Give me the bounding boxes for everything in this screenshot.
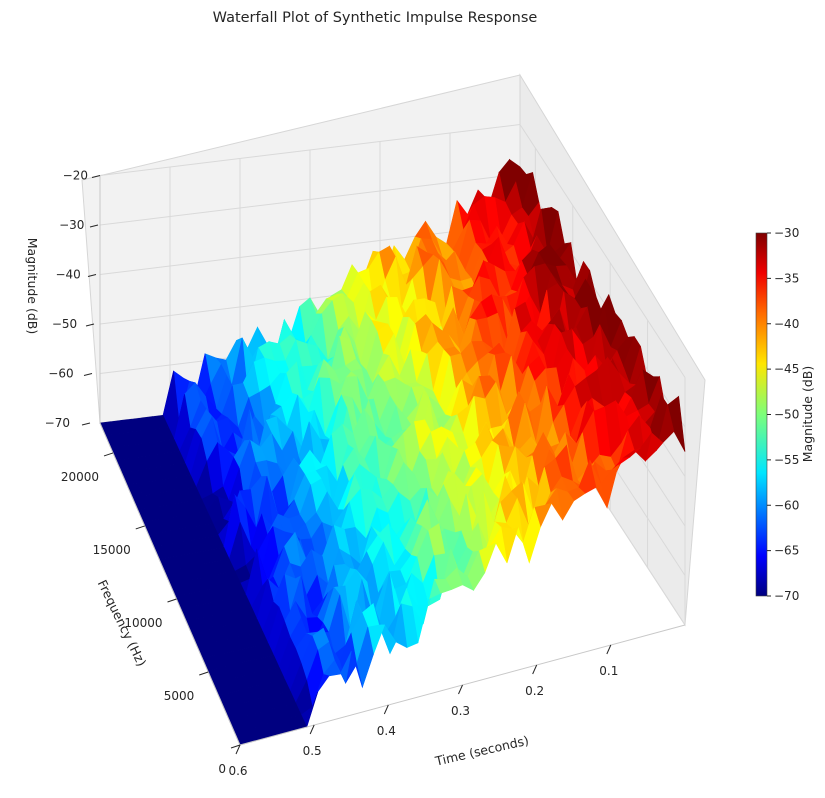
colorbar-tick-label: −45 [774,362,799,376]
axes: 0.1 0.2 0.3 0.4 0.5 0.60 5000 10000 15000 20000 −7… [45,169,686,778]
x-tick-label: 0.3 [451,704,470,718]
z-tick [83,373,93,376]
x-tick-label: 0.1 [599,664,618,678]
z-tick [91,175,101,178]
surface-mesh [99,158,686,746]
chart-title: Waterfall Plot of Synthetic Impulse Resp… [213,10,538,26]
y-tick [167,598,177,603]
colorbar-label: Magnitude (dB) [800,366,815,462]
x-tick [235,744,241,755]
z-tick-label: −20 [63,169,88,183]
y-tick [135,525,145,530]
z-tick [81,422,91,426]
colorbar [755,232,768,597]
colorbar-tick-label: −30 [774,226,799,240]
x-tick [309,724,315,735]
z-tick [87,274,97,277]
y-tick-label: 5000 [164,689,195,703]
x-tick-label: 0.5 [303,744,322,758]
y-tick [230,744,241,749]
z-tick-label: −40 [55,268,80,282]
x-tick [606,644,612,655]
x-tick [532,664,538,675]
z-tick [89,224,99,228]
colorbar-tick-label: −60 [774,498,799,512]
colorbar-tick-label: −35 [774,271,799,285]
z-tick-label: −70 [45,416,70,430]
y-tick-label: 10000 [124,616,162,630]
x-tick-label: 0.4 [377,724,396,738]
z-tick-label: −30 [59,218,84,232]
colorbar-tick-label: −50 [774,408,799,422]
x-tick [458,684,463,695]
y-tick-label: 0 [218,762,226,776]
z-tick-label: −60 [48,367,73,381]
x-tick [383,704,389,715]
y-tick-label: 15000 [93,543,131,557]
z-axis-label: Magnitude (dB) [25,238,40,334]
colorbar-ticks: −70 −65 −60 −55 −50 −45 −40 −35 −30 [767,226,799,603]
colorbar-tick-label: −55 [774,453,799,467]
y-axis-line [99,422,241,746]
x-tick-label: 0.2 [525,684,544,698]
z-tick-label: −50 [52,317,77,331]
x-tick-label: 0.6 [228,764,247,778]
y-tick-label: 20000 [61,470,99,484]
colorbar-tick-label: −70 [774,589,799,603]
x-axis-label: Time (seconds) [433,733,530,769]
colorbar-tick-label: −40 [774,317,799,331]
y-tick [199,671,209,676]
y-tick [103,452,114,457]
colorbar-tick-label: −65 [774,544,799,558]
z-tick [85,323,95,327]
